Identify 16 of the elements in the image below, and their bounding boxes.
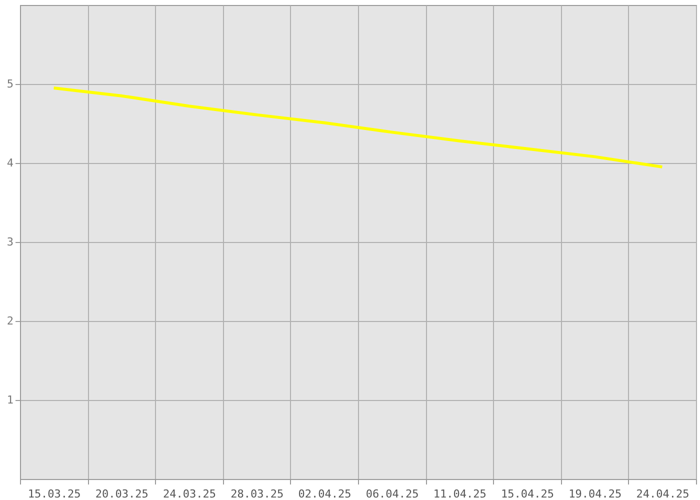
x-tick-label: 02.04.25 xyxy=(298,488,352,500)
x-tick-label: 19.04.25 xyxy=(568,488,622,500)
x-tick-label: 15.04.25 xyxy=(501,488,554,500)
y-tick-label: 2 xyxy=(6,314,14,328)
x-tick-label: 15.03.25 xyxy=(28,488,81,500)
x-tick-label: 24.04.25 xyxy=(636,488,690,500)
line-series xyxy=(52,86,664,168)
y-tick-label: 5 xyxy=(6,78,14,90)
y-tick-label: 1 xyxy=(6,394,14,406)
y-tick-label: 4 xyxy=(6,156,14,170)
x-tick-label: 24.03.25 xyxy=(163,488,216,500)
x-tick-label: 20.03.25 xyxy=(95,488,148,500)
x-tick-label: 11.04.25 xyxy=(433,488,486,500)
x-tick-label: 28.03.25 xyxy=(230,488,284,500)
y-tick-label: 3 xyxy=(6,236,14,248)
x-tick-label: 06.04.25 xyxy=(366,488,419,500)
